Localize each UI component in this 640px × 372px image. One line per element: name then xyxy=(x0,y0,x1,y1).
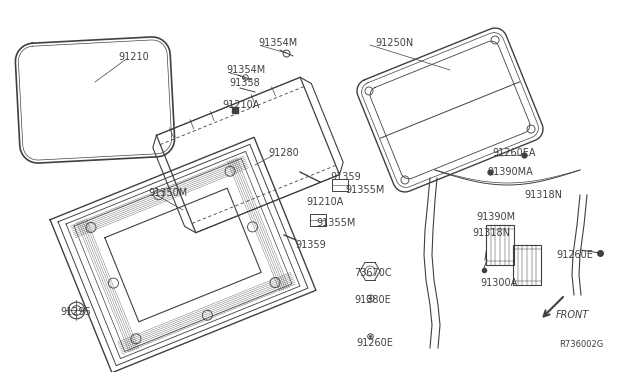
Text: 91380E: 91380E xyxy=(354,295,391,305)
Text: 91260E: 91260E xyxy=(356,338,393,348)
Text: 91350M: 91350M xyxy=(148,188,188,198)
Text: 91358: 91358 xyxy=(229,78,260,88)
Text: 91355M: 91355M xyxy=(345,185,385,195)
Text: 91210A: 91210A xyxy=(306,197,344,207)
Text: 91390MA: 91390MA xyxy=(487,167,532,177)
Text: 91359: 91359 xyxy=(330,172,361,182)
Text: 91260E: 91260E xyxy=(556,250,593,260)
Text: 91300A: 91300A xyxy=(480,278,517,288)
Bar xyxy=(332,179,348,191)
Text: FRONT: FRONT xyxy=(556,310,589,320)
Bar xyxy=(486,225,514,265)
Text: 91354M: 91354M xyxy=(226,65,265,75)
Text: 91318N: 91318N xyxy=(524,190,562,200)
Text: 91390M: 91390M xyxy=(476,212,515,222)
Text: 91359: 91359 xyxy=(295,240,326,250)
Text: 91260EA: 91260EA xyxy=(492,148,536,158)
Text: 91355M: 91355M xyxy=(316,218,355,228)
Text: 91295: 91295 xyxy=(60,307,91,317)
Text: 91250N: 91250N xyxy=(375,38,413,48)
Text: 91210A: 91210A xyxy=(222,100,259,110)
Bar xyxy=(513,245,541,285)
Text: R736002G: R736002G xyxy=(559,340,604,349)
Text: 91280: 91280 xyxy=(268,148,299,158)
Text: 73670C: 73670C xyxy=(354,268,392,278)
Bar xyxy=(310,214,326,226)
Text: 91354M: 91354M xyxy=(258,38,297,48)
Text: 91318N: 91318N xyxy=(472,228,510,238)
Text: 91210: 91210 xyxy=(118,52,148,62)
